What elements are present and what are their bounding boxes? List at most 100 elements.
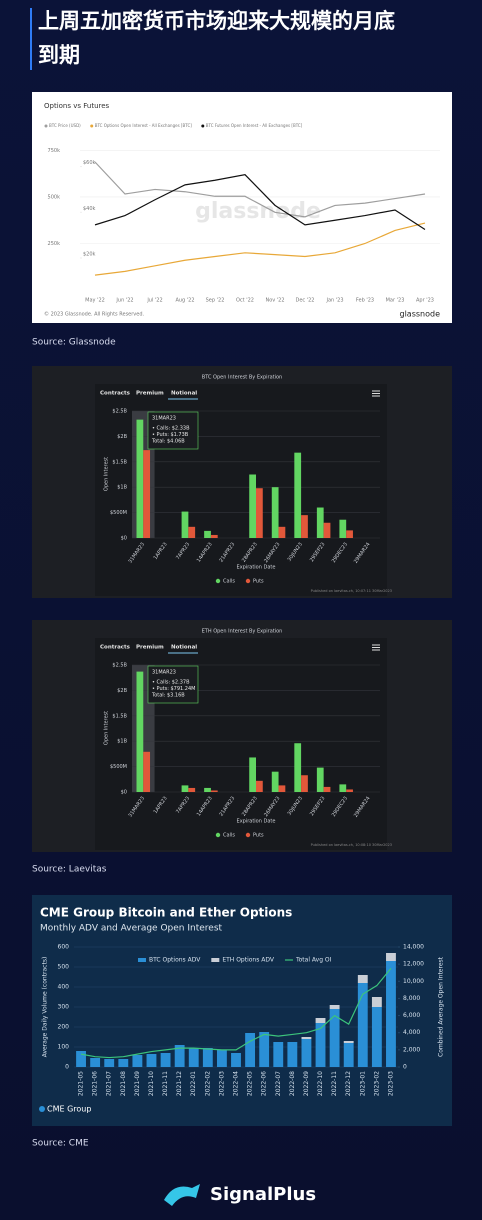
legend-label: BTC Options Open Interest - All Exchange… [95, 123, 193, 128]
tab[interactable]: Notional [171, 645, 197, 651]
bar [118, 1059, 129, 1067]
y2-tick-label: 14,000 [403, 944, 424, 951]
y-tick-label: 300 [58, 1004, 70, 1011]
bar [316, 767, 324, 792]
bar [204, 530, 211, 538]
tooltip-line: • Calls: $2.37B [152, 680, 190, 686]
bar [181, 511, 189, 538]
bar [174, 1045, 185, 1067]
x-tick-label: Jul '22 [146, 298, 162, 304]
bar [256, 780, 263, 792]
bar [301, 515, 308, 538]
x-tick-label: 2023-02 [373, 1071, 380, 1096]
series-line [94, 222, 426, 276]
bar [256, 488, 263, 538]
x-tick-label: Oct '22 [236, 298, 254, 304]
y-tick-label: $0 [121, 790, 127, 796]
y2-tick-label: 8,000 [403, 995, 420, 1002]
legend-swatch [245, 578, 251, 584]
tab[interactable]: Premium [136, 645, 164, 651]
bar [273, 1042, 284, 1067]
y-axis-label: Open Interest [104, 711, 110, 745]
menu-icon[interactable] [372, 644, 380, 651]
x-tick-label: 2022-05 [247, 1071, 254, 1096]
footer: Published on laevitas.ch, 10:08:10 30Mar… [311, 843, 392, 847]
x-tick-label: 2021-07 [106, 1071, 113, 1096]
y-tick-label: 100 [58, 1044, 70, 1051]
bar [210, 790, 218, 792]
y-tick-label: $2.5B [112, 663, 127, 669]
bar [278, 785, 286, 792]
bar [210, 534, 218, 538]
legend-label: BTC Price (USD) [49, 123, 81, 128]
x-tick-label: Feb '23 [356, 298, 374, 304]
tooltip [147, 411, 199, 450]
tab[interactable]: Notional [171, 391, 197, 397]
x-tick-label: 2022-07 [275, 1071, 282, 1096]
tooltip-line: • Calls: $2.33B [152, 426, 190, 432]
y2-tick-label: $40k [83, 206, 96, 212]
chart-title: BTC Open Interest By Expiration [202, 375, 282, 381]
bar [339, 784, 347, 792]
bar [386, 953, 396, 961]
legend-swatch [215, 832, 221, 838]
legend-label: Puts [253, 833, 264, 839]
source: Source: Glassnode [32, 338, 116, 348]
x-tick-label: 2021-08 [120, 1071, 127, 1096]
x-tick-label: 2022-02 [204, 1071, 211, 1096]
legend-swatch [138, 958, 146, 962]
panel [32, 895, 452, 1126]
legend-swatch [215, 578, 221, 584]
legend-label: Puts [253, 579, 264, 585]
legend-label: BTC Futures Open Interest - All Exchange… [206, 123, 303, 128]
bar [143, 450, 151, 538]
x-tick-label: 2023-03 [387, 1071, 394, 1096]
legend-swatch [90, 124, 94, 128]
copyright: © 2023 Glassnode. All Rights Reserved. [44, 311, 145, 318]
tab[interactable]: Contracts [100, 645, 131, 651]
bar [316, 507, 324, 538]
bar [188, 1048, 199, 1067]
tab[interactable]: Contracts [100, 391, 131, 397]
x-tick-label: 2021-06 [92, 1071, 99, 1096]
x-tick-label: 2022-10 [317, 1071, 324, 1096]
source: Source: CME [32, 1139, 89, 1149]
y-tick-label: 0 [65, 1064, 69, 1071]
y-tick-label: $0 [121, 536, 127, 542]
bar [371, 997, 382, 1007]
bar [301, 1039, 312, 1067]
source: Source: Laevitas [32, 865, 107, 875]
bar [76, 1051, 86, 1067]
bar [287, 1042, 298, 1067]
bar [329, 1009, 340, 1067]
tab[interactable]: Premium [136, 391, 164, 397]
x-tick-label: Jan '23 [325, 298, 343, 304]
bar [136, 671, 144, 792]
x-tick-label: Nov '22 [265, 298, 284, 304]
legend-swatch [44, 124, 48, 128]
y-tick-label: $1B [117, 739, 127, 745]
footer: Published on laevitas.ch, 10:07:11 30Mar… [311, 589, 392, 593]
logo: glassnode [399, 310, 440, 319]
bar [329, 1005, 340, 1009]
chart-subtitle: Monthly ADV and Average Open Interest [40, 924, 223, 934]
bar [278, 526, 286, 538]
y2-tick-label: 4,000 [403, 1029, 420, 1036]
y-tick-label: $500M [110, 510, 127, 516]
x-tick-label: 2021-12 [176, 1071, 183, 1096]
menu-icon[interactable] [372, 390, 380, 397]
brand: SignalPlus [210, 1184, 316, 1205]
bar [301, 1037, 312, 1039]
bar [357, 983, 368, 1067]
y2-tick-label: $20k [83, 252, 96, 258]
bar [249, 474, 256, 538]
chart-title: Options vs Futures [44, 102, 110, 110]
x-tick-label: 2022-09 [303, 1071, 310, 1096]
bar [181, 785, 189, 792]
x-tick-label: May '22 [85, 298, 105, 304]
x-tick-label: Dec '22 [295, 298, 314, 304]
y-axis-label: Average Daily Volume (contracts) [42, 957, 49, 1058]
y-tick-label: 200 [58, 1024, 70, 1031]
x-tick-label: 2021-10 [148, 1071, 155, 1096]
